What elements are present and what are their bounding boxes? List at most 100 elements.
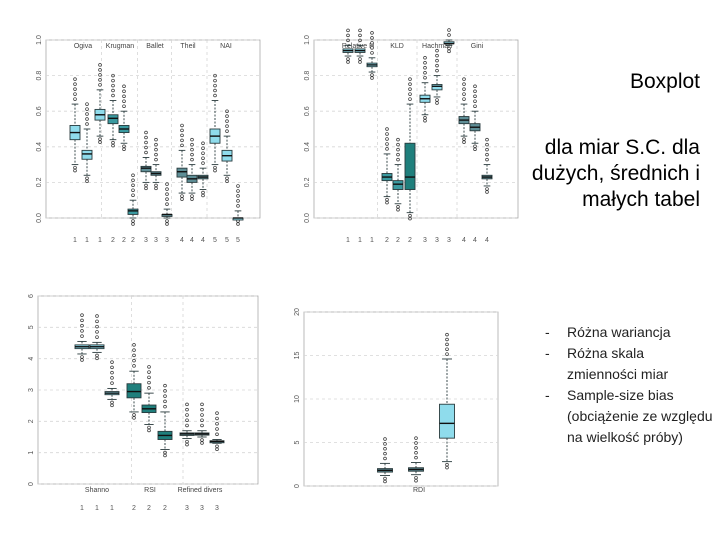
- outlier-point: [435, 63, 439, 68]
- outlier-point: [462, 140, 466, 144]
- outlier-point: [190, 147, 194, 152]
- x-tick-label: 5: [225, 237, 229, 244]
- outlier-point: [132, 416, 136, 420]
- outlier-point: [473, 89, 477, 94]
- outlier-point: [147, 428, 151, 433]
- outlier-point: [144, 145, 148, 150]
- y-tick-label: 1: [28, 451, 35, 455]
- outlier-point: [201, 161, 205, 165]
- outlier-point: [462, 92, 466, 96]
- outlier-point: [358, 60, 362, 64]
- boxplot-box: [443, 28, 455, 54]
- outlier-point: [414, 446, 418, 450]
- outlier-point: [131, 173, 135, 178]
- box-iqr: [431, 84, 443, 91]
- boxplot-box: [209, 73, 221, 173]
- outlier-point: [111, 83, 115, 88]
- y-tick-label: 0: [28, 482, 35, 486]
- outlier-point: [435, 101, 439, 105]
- outlier-point: [435, 58, 439, 63]
- box-iqr: [81, 149, 93, 160]
- outlier-point: [200, 413, 204, 417]
- x-tick-label: 2: [396, 237, 400, 244]
- outlier-point: [200, 407, 204, 412]
- y-tick-label: 0.4: [36, 142, 43, 152]
- outlier-point: [225, 179, 229, 184]
- boxplot-box: [404, 77, 416, 221]
- outlier-point: [423, 56, 427, 60]
- x-tick-label: 3: [200, 505, 204, 512]
- outlier-point: [383, 456, 387, 461]
- outlier-point: [98, 140, 102, 144]
- outlier-point: [131, 188, 135, 192]
- outlier-point: [213, 73, 217, 78]
- outlier-point: [445, 332, 449, 337]
- outlier-point: [346, 60, 350, 64]
- outlier-point: [435, 68, 439, 73]
- outlier-point: [215, 447, 219, 452]
- outlier-point: [408, 82, 412, 86]
- y-tick-label: 0.6: [304, 106, 311, 116]
- outlier-point: [85, 179, 89, 184]
- outlier-point: [408, 92, 412, 96]
- outlier-point: [485, 142, 489, 147]
- outlier-point: [462, 87, 466, 91]
- outlier-point: [122, 84, 126, 89]
- outlier-point: [445, 465, 449, 470]
- outlier-point: [383, 451, 387, 456]
- y-tick-label: 0.8: [36, 71, 43, 81]
- boxplot-box: [141, 365, 157, 433]
- outlier-point: [215, 416, 219, 421]
- x-tick-label: 3: [423, 237, 427, 244]
- x-tick-label: 2: [111, 237, 115, 244]
- y-tick-label: 10: [294, 395, 301, 403]
- slide-subtitle: dla miar S.C. dla dużych, średnich i mał…: [531, 136, 700, 211]
- x-tick-label: 4: [473, 237, 477, 244]
- outlier-point: [190, 152, 194, 157]
- outlier-point: [435, 53, 439, 58]
- box-iqr: [439, 403, 455, 439]
- outlier-point: [385, 137, 389, 141]
- boxplot-box: [439, 332, 455, 470]
- outlier-point: [98, 78, 102, 82]
- box-iqr: [126, 383, 142, 399]
- outlier-point: [122, 94, 126, 98]
- outlier-point: [370, 31, 374, 35]
- outlier-point: [131, 219, 135, 223]
- outlier-point: [358, 33, 362, 38]
- boxplot-panel-top-right: 0.0 0.2 0.4 0.6 0.8 1.0 Relative H KLD Hachman Gi…: [292, 28, 522, 258]
- outlier-point: [165, 197, 169, 201]
- boxplot-box: [408, 436, 424, 483]
- boxplot-box: [197, 141, 209, 198]
- boxplot-box: [104, 360, 120, 408]
- outlier-point: [185, 407, 189, 412]
- outlier-point: [147, 365, 151, 369]
- outlier-point: [73, 82, 77, 86]
- y-tick-label: 0.0: [304, 213, 311, 223]
- outlier-point: [473, 84, 477, 89]
- outlier-point: [236, 184, 240, 188]
- outlier-point: [180, 133, 184, 138]
- outlier-point: [98, 73, 102, 77]
- outlier-point: [225, 119, 229, 123]
- y-tick-label: 0.0: [36, 213, 43, 223]
- outlier-point: [435, 48, 439, 53]
- boxplot-box: [419, 56, 431, 123]
- outlier-point: [423, 75, 427, 80]
- group-label: Krugman: [106, 43, 135, 50]
- outlier-point: [370, 51, 374, 55]
- x-tick-label: 5: [236, 237, 240, 244]
- y-tick-label: 0.4: [304, 142, 311, 152]
- outlier-point: [110, 370, 114, 375]
- boxplot-box: [179, 402, 195, 447]
- outlier-point: [358, 28, 362, 33]
- box-iqr: [176, 167, 188, 178]
- box-iqr: [392, 180, 404, 190]
- boxplot-box: [431, 48, 443, 105]
- outlier-point: [213, 88, 217, 93]
- x-tick-label: 4: [462, 237, 466, 244]
- outlier-point: [185, 418, 189, 422]
- outlier-point: [163, 389, 167, 393]
- outlier-point: [396, 157, 400, 162]
- outlier-point: [215, 421, 219, 426]
